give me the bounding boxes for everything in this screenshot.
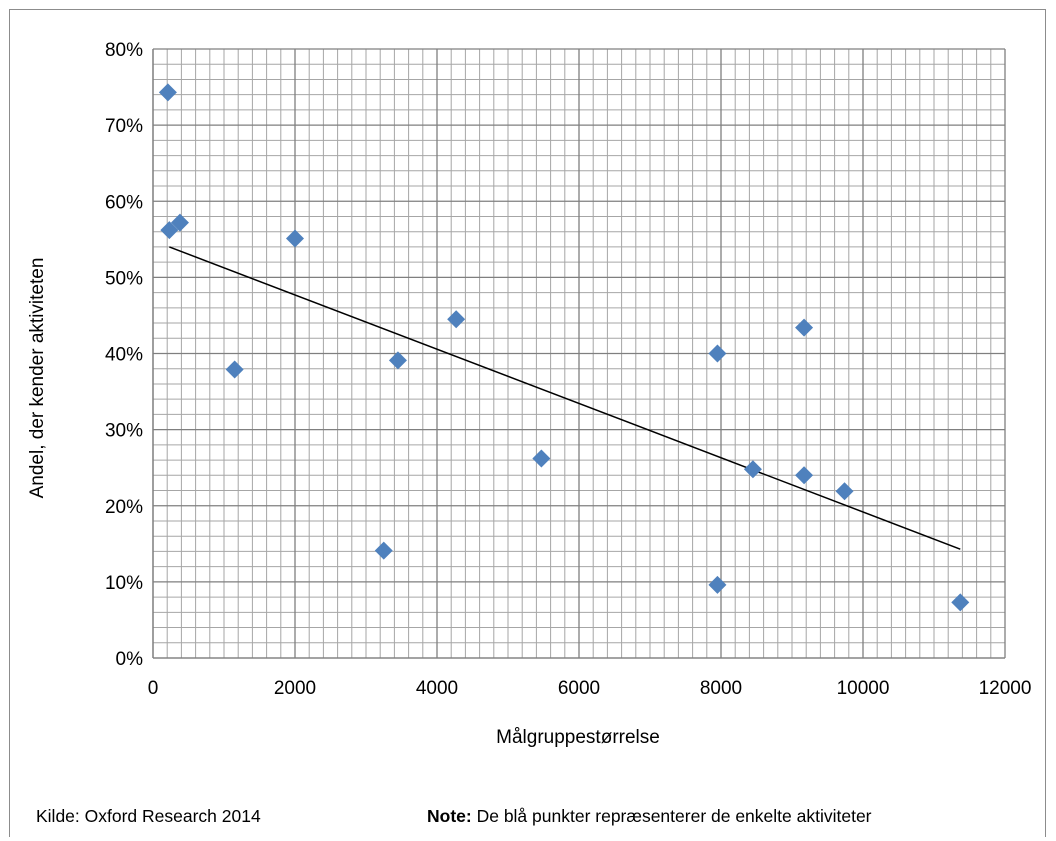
data-point-diamond bbox=[795, 318, 814, 337]
data-point-diamond bbox=[158, 83, 177, 102]
data-point-diamond bbox=[743, 460, 762, 479]
y-axis-title: Andel, der kender aktiviteten bbox=[27, 258, 48, 499]
trendline bbox=[169, 246, 961, 550]
footnote-label: Note: bbox=[427, 806, 472, 826]
data-point-diamond bbox=[835, 482, 854, 501]
x-tick-label: 4000 bbox=[416, 678, 458, 699]
y-tick-label: 40% bbox=[105, 345, 143, 366]
y-tick-label: 30% bbox=[105, 421, 143, 442]
source-note: Kilde: Oxford Research 2014 bbox=[36, 806, 261, 826]
data-point-diamond bbox=[170, 213, 189, 232]
data-point-diamond bbox=[708, 575, 727, 594]
x-tick-label: 12000 bbox=[979, 678, 1032, 699]
x-tick-label: 8000 bbox=[700, 678, 742, 699]
y-tick-label: 60% bbox=[105, 192, 143, 213]
y-tick-label: 10% bbox=[105, 573, 143, 594]
data-point-diamond bbox=[374, 541, 393, 560]
y-tick-label: 50% bbox=[105, 268, 143, 289]
data-point-diamond bbox=[447, 310, 466, 329]
data-point-diamond bbox=[286, 229, 304, 248]
trendline-segment bbox=[169, 246, 961, 550]
axes bbox=[152, 49, 1005, 659]
x-tick-labels: 0 2000 4000 6000 8000 10000 12000 bbox=[148, 678, 1032, 699]
data-points bbox=[158, 83, 970, 612]
x-tick-label: 10000 bbox=[837, 678, 890, 699]
data-point-diamond bbox=[388, 351, 407, 370]
x-axis-title: Målgruppestørrelse bbox=[496, 727, 660, 748]
y-tick-label: 0% bbox=[116, 649, 144, 670]
x-tick-label: 0 bbox=[148, 678, 159, 699]
data-point-diamond bbox=[951, 593, 970, 612]
y-tick-label: 70% bbox=[105, 116, 143, 137]
y-tick-labels: 0% 10% 20% 30% 40% 50% 60% 70% 80% bbox=[105, 40, 143, 670]
x-tick-label: 6000 bbox=[558, 678, 600, 699]
data-point-diamond bbox=[708, 344, 727, 363]
data-point-diamond bbox=[795, 466, 814, 485]
y-tick-label: 80% bbox=[105, 40, 143, 61]
x-tick-label: 2000 bbox=[274, 678, 316, 699]
footnote: Note: De blå punkter repræsenterer de en… bbox=[427, 806, 872, 827]
data-point-diamond bbox=[160, 221, 179, 240]
data-point-diamond bbox=[532, 449, 551, 468]
footnote-text: De blå punkter repræsenterer de enkelte … bbox=[471, 806, 872, 826]
data-point-diamond bbox=[225, 360, 244, 379]
y-tick-label: 20% bbox=[105, 497, 143, 518]
